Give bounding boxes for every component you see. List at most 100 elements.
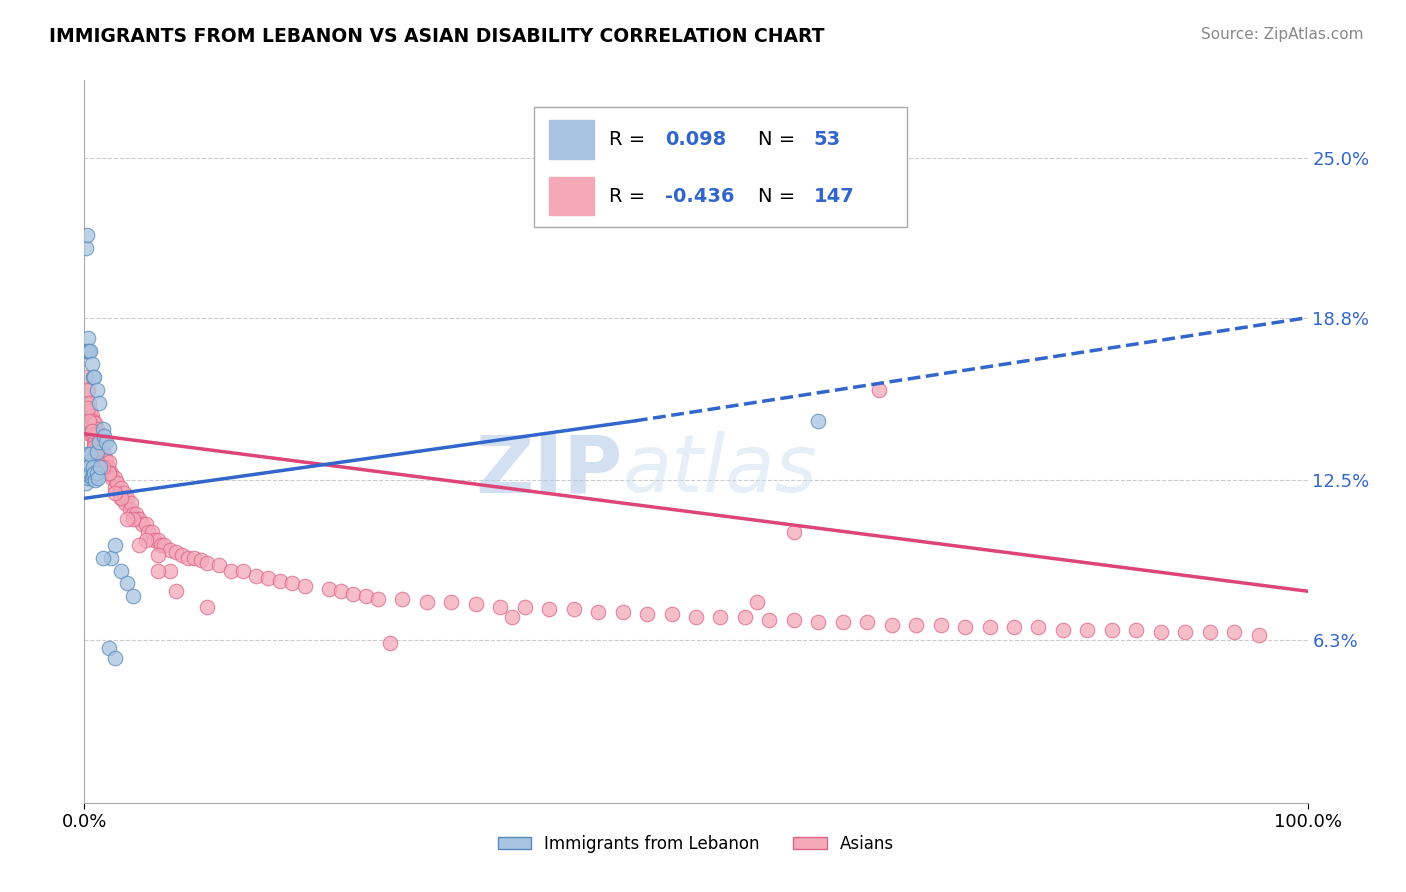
Point bbox=[84, 417, 107, 431]
Point bbox=[94, 455, 117, 469]
Point bbox=[86, 422, 108, 436]
Point bbox=[83, 370, 105, 384]
Point bbox=[97, 455, 120, 469]
Point bbox=[869, 383, 891, 397]
Point bbox=[76, 447, 98, 461]
Point bbox=[82, 460, 104, 475]
Point bbox=[77, 409, 100, 423]
Point bbox=[76, 422, 98, 436]
Point bbox=[245, 568, 267, 582]
Point bbox=[380, 636, 402, 650]
Point bbox=[208, 558, 231, 573]
Point bbox=[1076, 623, 1098, 637]
Point bbox=[83, 417, 105, 431]
Point bbox=[75, 450, 97, 464]
Point bbox=[97, 460, 120, 475]
Point bbox=[1174, 625, 1197, 640]
Point bbox=[80, 409, 103, 423]
Point bbox=[747, 594, 769, 608]
Point bbox=[110, 491, 132, 506]
Point bbox=[87, 471, 110, 485]
Point bbox=[93, 429, 115, 443]
Point bbox=[76, 460, 98, 475]
Point bbox=[97, 466, 120, 480]
Text: 53: 53 bbox=[814, 130, 841, 149]
Point bbox=[77, 414, 100, 428]
Point bbox=[122, 590, 145, 604]
Point bbox=[87, 426, 110, 441]
Point bbox=[83, 434, 105, 449]
Text: Source: ZipAtlas.com: Source: ZipAtlas.com bbox=[1201, 27, 1364, 42]
Point bbox=[1125, 623, 1147, 637]
Point bbox=[856, 615, 879, 630]
Point bbox=[177, 550, 200, 565]
Point bbox=[91, 452, 114, 467]
Point bbox=[75, 344, 97, 359]
Point bbox=[440, 594, 463, 608]
Point bbox=[1052, 623, 1074, 637]
Point bbox=[391, 591, 413, 606]
Point bbox=[77, 460, 100, 475]
Point bbox=[1223, 625, 1246, 640]
Point bbox=[153, 538, 176, 552]
Point bbox=[82, 370, 104, 384]
Point bbox=[75, 466, 97, 480]
Point bbox=[77, 455, 100, 469]
Point bbox=[89, 440, 111, 454]
Point bbox=[165, 584, 187, 599]
Point bbox=[758, 613, 780, 627]
Point bbox=[87, 434, 110, 449]
Point bbox=[86, 383, 108, 397]
Point bbox=[979, 620, 1001, 634]
Point bbox=[87, 445, 110, 459]
Point bbox=[538, 602, 561, 616]
Point bbox=[141, 524, 163, 539]
Point bbox=[165, 545, 187, 559]
Point bbox=[146, 533, 169, 547]
Point bbox=[232, 564, 254, 578]
Point bbox=[96, 434, 118, 449]
Point bbox=[104, 538, 127, 552]
Text: IMMIGRANTS FROM LEBANON VS ASIAN DISABILITY CORRELATION CHART: IMMIGRANTS FROM LEBANON VS ASIAN DISABIL… bbox=[49, 27, 825, 45]
Point bbox=[77, 466, 100, 480]
Point bbox=[77, 401, 100, 415]
Point bbox=[93, 447, 115, 461]
Point bbox=[135, 533, 157, 547]
Point bbox=[77, 396, 100, 410]
Point bbox=[79, 466, 101, 480]
Point bbox=[125, 512, 148, 526]
Point bbox=[75, 344, 97, 359]
Point bbox=[96, 452, 118, 467]
Point bbox=[77, 471, 100, 485]
Point bbox=[104, 481, 127, 495]
Point bbox=[97, 640, 120, 655]
Point bbox=[709, 610, 731, 624]
Point bbox=[219, 564, 242, 578]
Point bbox=[294, 579, 316, 593]
Point bbox=[115, 512, 138, 526]
Point bbox=[269, 574, 291, 588]
Point bbox=[783, 524, 806, 539]
Point bbox=[159, 542, 181, 557]
Point bbox=[172, 548, 194, 562]
Point bbox=[1002, 620, 1025, 634]
Point bbox=[80, 471, 103, 485]
Point bbox=[125, 507, 148, 521]
Point bbox=[100, 550, 122, 565]
Point bbox=[101, 471, 124, 485]
Point bbox=[586, 605, 609, 619]
Point bbox=[685, 610, 707, 624]
Point bbox=[87, 434, 110, 449]
Point bbox=[80, 426, 103, 441]
Point bbox=[79, 426, 101, 441]
Point bbox=[929, 617, 952, 632]
Point bbox=[89, 460, 111, 475]
Point bbox=[562, 602, 585, 616]
Point bbox=[86, 455, 108, 469]
Point bbox=[502, 610, 524, 624]
Point bbox=[195, 599, 218, 614]
Point bbox=[105, 475, 128, 490]
Point bbox=[75, 241, 97, 255]
Point bbox=[118, 501, 141, 516]
Point bbox=[104, 651, 127, 665]
